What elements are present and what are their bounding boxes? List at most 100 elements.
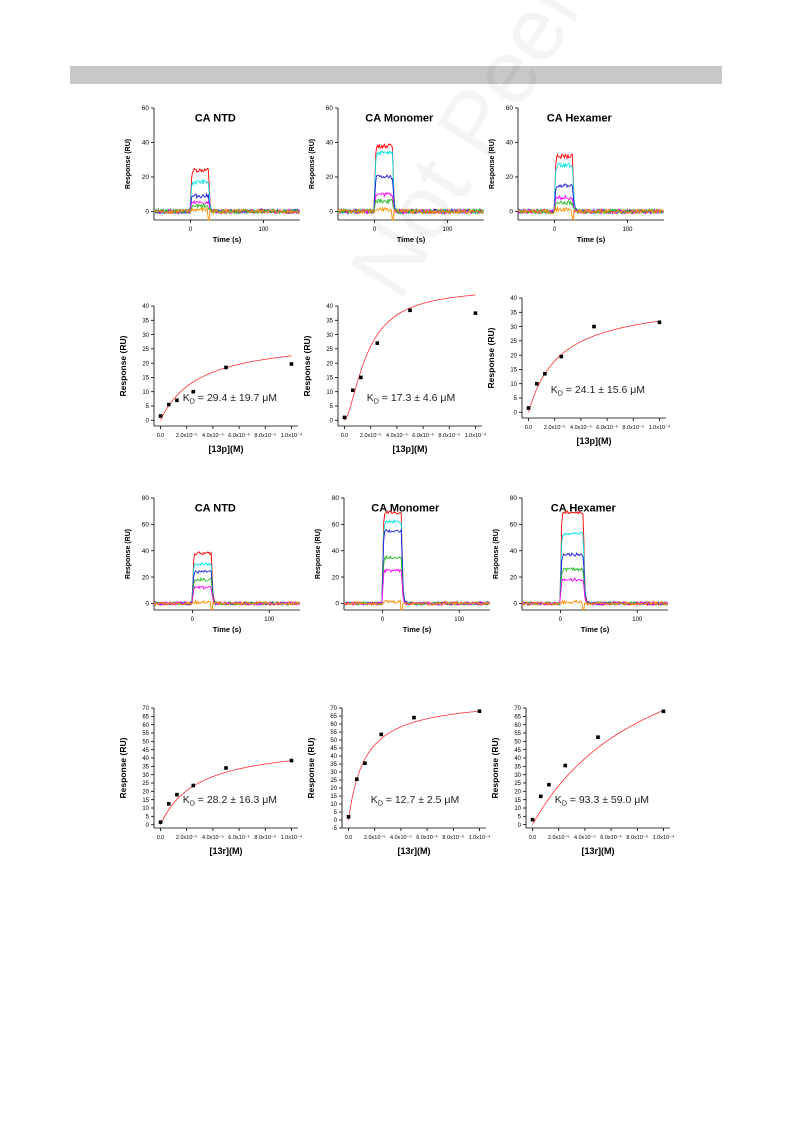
y-tick-label: 60 (330, 722, 337, 728)
y-tick-label: 70 (330, 706, 337, 712)
y-tick-label: 10 (142, 390, 149, 396)
series-line (153, 167, 300, 216)
chart-panel: 0 5 10 15 20 25 30 35 40 0.0 2.0x10⁻⁵ 4.0x10⁻⁵ 6.0x1… (484, 290, 674, 460)
x-tick-label: 2.0x10⁻⁵ (364, 834, 386, 841)
data-point (224, 766, 228, 770)
data-point (534, 381, 539, 386)
series-line (153, 206, 300, 221)
data-point (175, 398, 179, 403)
kd-annotation: KD = 17.3 ± 4.6 μM (367, 392, 455, 406)
x-axis-label: [13r](M) (398, 846, 431, 856)
y-tick-label: 30 (330, 770, 337, 776)
y-tick-label: 15 (510, 368, 517, 374)
y-tick-label: 0 (146, 823, 150, 829)
chart-title: CA Monomer (371, 502, 440, 514)
y-axis-label: Response (RU) (125, 139, 132, 189)
data-point (166, 802, 171, 806)
y-tick-label: 10 (330, 802, 337, 808)
data-point (473, 311, 478, 315)
y-axis-label: Response (RU) (490, 737, 500, 798)
data-point (363, 761, 367, 765)
y-tick-label: 25 (330, 778, 337, 784)
y-tick-label: 65 (142, 715, 149, 721)
data-point (592, 324, 596, 329)
y-axis-label: Response (RU) (125, 529, 132, 579)
y-tick-label: 80 (510, 495, 518, 502)
data-point (346, 815, 351, 819)
x-tick-label: 8.0x10⁻⁵ (442, 834, 464, 841)
kd-annotation: KD = 28.2 ± 16.3 μM (183, 794, 277, 808)
x-tick-label: 1.0x10⁻⁴ (281, 432, 303, 439)
fit-curve (348, 710, 480, 821)
y-axis-label: Response (RU) (309, 139, 316, 189)
x-tick-label: 8.0x10⁻⁵ (254, 834, 276, 841)
y-tick-label: 40 (514, 756, 521, 762)
chart-panel: 0 5 10 15 20 25 30 35 40 45 50 55 60 65 70 0.0 2.0x10⁻⁵ 4… (116, 700, 306, 870)
series-line (521, 510, 669, 607)
series-line (521, 566, 668, 607)
data-point (175, 792, 179, 797)
chart-panel: 0 20 40 60 80 0 100 Time (s) Response (RU) CA NTD (118, 490, 308, 650)
series-line (153, 577, 301, 607)
x-tick-label: 100 (442, 227, 453, 233)
y-tick-label: 20 (142, 174, 150, 181)
chart-panel: -5 0 5 10 15 20 25 30 35 40 45 50 55 60 65 70 0.0 2.0x10⁻… (304, 700, 494, 870)
data-point (538, 794, 543, 799)
y-tick-label: 0 (145, 601, 149, 608)
chart-panel: 0 20 40 60 80 0 100 Time (s) Response (RU) CA Mon… (308, 490, 498, 650)
x-tick-label: 6.0x10⁻⁵ (596, 424, 618, 431)
y-tick-label: 40 (142, 140, 150, 147)
y-tick-label: 15 (142, 798, 149, 804)
x-tick-label: 0 (191, 617, 195, 623)
y-tick-label: 40 (330, 754, 337, 760)
chart-panel: 0 20 40 60 0 100 Time (s) Response (RU) CA Monom… (302, 100, 492, 260)
y-tick-label: 25 (510, 339, 517, 345)
y-tick-label: 50 (330, 738, 337, 744)
x-tick-label: 2.0x10⁻⁵ (360, 432, 382, 439)
x-tick-label: 2.0x10⁻⁵ (176, 432, 198, 439)
chart-title: CA Hexamer (551, 502, 617, 514)
y-tick-label: 50 (142, 740, 149, 746)
x-tick-label: 2.0x10⁻⁵ (548, 834, 570, 841)
y-tick-label: 0 (509, 209, 513, 216)
y-tick-label: 55 (330, 730, 337, 736)
chart-panel: 0 5 10 15 20 25 30 35 40 45 50 55 60 65 70 0.0 2.0x10⁻⁵ 4… (488, 700, 678, 870)
y-tick-label: 40 (510, 548, 518, 555)
y-tick-label: 40 (326, 140, 334, 147)
y-tick-label: 20 (142, 574, 150, 581)
y-tick-label: 40 (142, 304, 149, 310)
y-tick-label: 10 (510, 382, 517, 388)
y-tick-label: 80 (142, 495, 150, 502)
series-line (153, 551, 301, 607)
y-tick-label: 30 (326, 333, 333, 339)
series-line (517, 205, 664, 222)
data-point (477, 709, 482, 713)
x-tick-label: 100 (632, 617, 643, 623)
x-tick-label: 1.0x10⁻⁴ (649, 424, 671, 431)
x-axis-label: Time (s) (403, 625, 432, 634)
x-tick-label: 100 (264, 617, 275, 623)
x-tick-label: 6.0x10⁻⁵ (412, 432, 434, 439)
y-tick-label: 55 (142, 731, 149, 737)
y-tick-label: 40 (142, 548, 150, 555)
series-line (517, 200, 664, 215)
y-tick-label: 5 (146, 815, 150, 821)
series-line (521, 552, 668, 607)
data-point (530, 817, 535, 822)
y-tick-label: 0 (330, 418, 334, 424)
x-tick-label: 0.0 (157, 835, 165, 841)
y-tick-label: 60 (332, 522, 340, 529)
series-line (517, 161, 664, 215)
y-tick-label: 30 (510, 325, 517, 331)
y-axis-label: Response (RU) (118, 335, 128, 396)
fit-curve (528, 320, 660, 413)
chart-panel: 0 5 10 15 20 25 30 35 40 0.0 2.0x10⁻⁵ 4.0x10⁻⁵ 6.0x1… (116, 298, 306, 468)
chart-panel: 0 20 40 60 0 100 Time (s) Response (RU) CA Hexam… (482, 100, 672, 260)
y-tick-label: 35 (330, 762, 337, 768)
x-tick-label: 4.0x10⁻⁵ (202, 432, 224, 439)
y-tick-label: 0 (513, 601, 517, 608)
series-line (153, 561, 301, 607)
kd-annotation: KD = 24.1 ± 15.6 μM (551, 384, 645, 398)
x-tick-label: 0 (373, 227, 377, 233)
data-point (354, 777, 359, 781)
